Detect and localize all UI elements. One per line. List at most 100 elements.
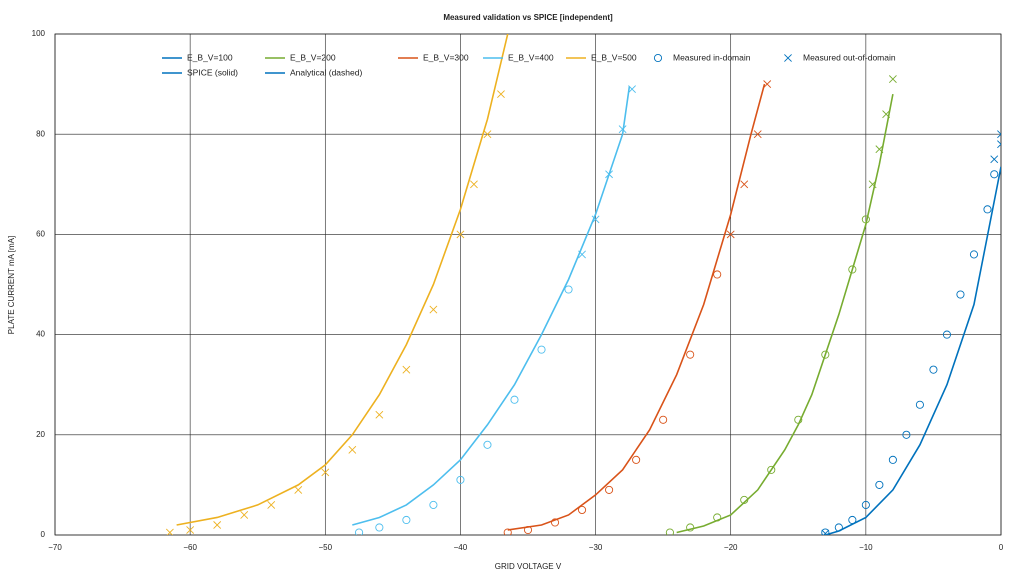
measured-in-domain-point [483,440,492,449]
legend-swatch [653,53,663,63]
legend-swatch [784,54,792,62]
measured-in-domain-point [564,285,573,294]
y-tick-label: 0 [41,530,46,539]
spice-line [352,86,631,526]
measured-out-of-domain-point [321,468,330,477]
legend-label: E_B_V=500 [591,52,637,62]
plot-frame [54,33,1002,536]
measured-out-of-domain-point-stroke [726,230,735,239]
measured-out-of-domain-point-stroke [186,526,195,534]
measured-out-of-domain-point [990,155,999,164]
measured-out-of-domain-point-stroke [763,80,772,89]
y-tick-label: 100 [32,29,46,38]
measured-out-of-domain-point-stroke [321,468,330,477]
measured-out-of-domain-point [821,529,830,535]
measured-out-of-domain-point-stroke [402,365,411,374]
measured-out-of-domain-point-stroke [483,130,492,139]
measured-out-of-domain-point-stroke [882,110,891,119]
measured-out-of-domain-point [213,521,222,529]
measured-out-of-domain-point [267,501,276,509]
measured-out-of-domain-point-stroke [990,155,999,164]
spice-line [507,83,766,531]
spice-line [676,93,894,534]
measured-out-of-domain-point-stroke [470,180,478,189]
measured-in-domain-point [686,350,695,359]
measured-in-domain-point [990,170,999,179]
measured-out-of-domain-point [997,140,1001,149]
measured-out-of-domain-point-stroke [429,305,438,314]
measured-in-domain-point [834,523,843,532]
measured-out-of-domain-point [605,170,614,179]
measured-out-of-domain-point-stroke [997,130,1001,135]
measured-in-domain-point [402,515,411,525]
measured-in-domain-point [523,525,533,535]
plot-area [165,34,1001,535]
x-tick-label: 0 [999,543,1004,552]
measured-out-of-domain-point-stroke [868,180,877,189]
measured-out-of-domain-point-stroke [628,85,636,94]
measured-in-domain-point [740,495,749,504]
measured-in-domain-point [969,250,979,259]
legend-swatch-stroke [784,54,792,62]
measured-in-domain-point [632,455,641,464]
measured-out-of-domain-point [375,410,384,419]
measured-out-of-domain-point [456,230,465,239]
x-tick-label: −70 [48,543,62,552]
x-axis-label: GRID VOLTAGE V [495,562,562,571]
measured-in-domain-point [665,528,674,535]
measured-out-of-domain-point [591,215,600,224]
measured-in-domain-point [915,400,924,409]
y-tick-label: 60 [36,230,45,239]
y-tick-label: 40 [36,330,45,339]
x-tick-label: −30 [589,543,603,552]
measured-out-of-domain-point-stroke [997,133,1001,139]
measured-in-domain-point [956,290,965,299]
measured-in-domain-point [659,415,668,424]
y-tick-label: 20 [36,430,45,439]
measured-out-of-domain-point [429,305,438,314]
measured-out-of-domain-point-stroke [605,170,614,179]
measured-out-of-domain-point-stroke [456,230,465,239]
y-axis-label: PLATE CURRENT mA [mA] [7,236,16,334]
measured-in-domain-point [429,500,438,509]
measured-in-domain-point [929,365,938,374]
measured-in-domain-point [861,500,870,509]
measured-in-domain-point [510,395,519,404]
legend-label: SPICE (solid) [187,67,238,77]
measured-out-of-domain-point-stroke [375,410,384,419]
measured-in-domain-point [821,350,830,359]
measured-out-of-domain-point-stroke [591,215,600,224]
spice-line [825,166,1001,535]
measured-in-domain-point [848,515,857,525]
measured-out-of-domain-point-stroke [267,501,276,509]
legend-label: E_B_V=200 [290,52,336,62]
measured-in-domain-point [888,455,897,464]
measured-out-of-domain-point [875,145,884,154]
x-tick-label: −40 [454,543,468,552]
measured-in-domain-point [794,415,803,424]
measured-out-of-domain-point-stroke [348,445,357,454]
measured-in-domain-point [355,528,364,535]
legend-label: E_B_V=100 [187,52,233,62]
measured-out-of-domain-point [470,180,478,189]
measured-out-of-domain-point-stroke [997,143,1001,149]
y-tick-label: 80 [36,129,45,138]
measured-out-of-domain-point-stroke [823,529,830,535]
measured-out-of-domain-point [497,90,505,99]
measured-in-domain-point [902,430,911,439]
measured-out-of-domain-point [402,365,411,374]
measured-out-of-domain-point [348,445,357,454]
x-tick-label: −10 [859,543,873,552]
measured-out-of-domain-point-stroke [740,180,749,189]
measured-out-of-domain-point [628,85,636,94]
measured-out-of-domain-point [997,130,1001,139]
measured-out-of-domain-point-stroke [875,145,884,154]
legend-label: Analytical (dashed) [290,67,362,77]
measured-in-domain-point [821,528,830,535]
measured-in-domain-point [578,505,587,515]
measured-in-domain-point [848,265,857,274]
chart-title: Measured validation vs SPICE [independen… [443,13,613,22]
measured-out-of-domain-point-stroke [497,90,505,99]
